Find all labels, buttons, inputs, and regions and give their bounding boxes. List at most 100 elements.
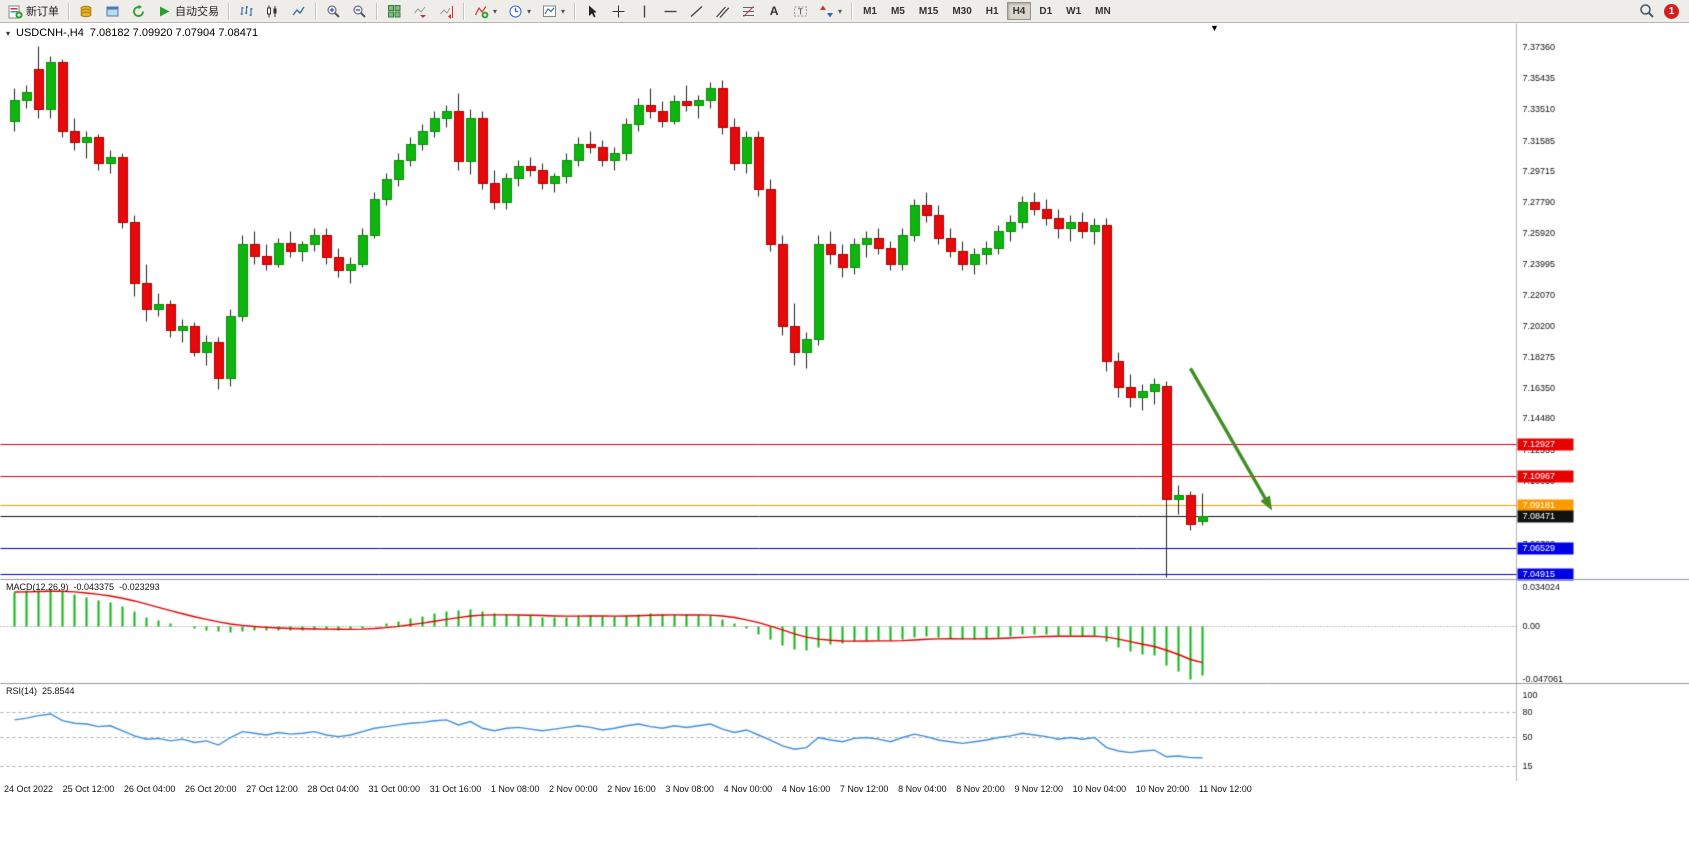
chart-ohlc-quote: 7.08182 7.09920 7.07904 7.08471 <box>89 27 259 39</box>
templates-button[interactable]: ▾ <box>537 1 569 21</box>
market-watch-icon <box>78 3 94 19</box>
line-chart-button[interactable] <box>286 1 310 21</box>
timeframe-button-h1[interactable]: H1 <box>980 2 1005 20</box>
autotrading-button[interactable]: 自动交易 <box>152 1 223 21</box>
timeframe-button-d1[interactable]: D1 <box>1033 2 1058 20</box>
cursor-button[interactable] <box>580 1 604 21</box>
horizontal-line-button[interactable] <box>658 1 682 21</box>
crosshair-button[interactable] <box>606 1 630 21</box>
macd-signal-value: -0.023293 <box>119 582 160 592</box>
bar-chart-button[interactable] <box>234 1 258 21</box>
indicators-icon <box>473 3 489 19</box>
rsi-name: RSI(14) <box>6 686 38 696</box>
tile-windows-button[interactable] <box>382 1 406 21</box>
macd-name: MACD(12,26,9) <box>6 582 69 592</box>
vertical-line-icon <box>636 3 652 19</box>
search-button[interactable] <box>1635 1 1659 21</box>
toolbar-divider <box>376 2 377 20</box>
tile-windows-icon <box>386 3 402 19</box>
timeframe-button-w1[interactable]: W1 <box>1060 2 1087 20</box>
time-axis-label: 2 Nov 00:00 <box>549 784 598 794</box>
zoom-in-icon <box>325 3 341 19</box>
templates-icon <box>541 3 557 19</box>
rsi-panel-label: RSI(14) 25.8544 <box>6 686 75 696</box>
chevron-down-icon: ▾ <box>493 6 498 16</box>
main-toolbar: 新订单 自动交易 ▾ ▾ <box>0 0 1689 23</box>
chart-symbol-period: USDCNH-,H4 <box>16 27 84 39</box>
timeframe-button-m1[interactable]: M1 <box>857 2 883 20</box>
market-watch-button[interactable] <box>74 1 98 21</box>
timeframe-button-m30[interactable]: M30 <box>946 2 977 20</box>
periods-button[interactable]: ▾ <box>503 1 535 21</box>
toolbar-divider <box>68 2 69 20</box>
refresh-button[interactable] <box>126 1 150 21</box>
trendline-icon <box>688 3 704 19</box>
vertical-line-button[interactable] <box>632 1 656 21</box>
fibonacci-icon <box>740 3 756 19</box>
time-axis-label: 7 Nov 12:00 <box>839 784 889 794</box>
time-axis-label: 25 Oct 12:00 <box>62 784 115 794</box>
rsi-value: 25.8544 <box>42 686 75 696</box>
timeframe-button-h4[interactable]: H4 <box>1006 2 1032 20</box>
text-label-button[interactable]: T <box>788 1 812 21</box>
time-axis-label: 2 Nov 16:00 <box>607 784 656 794</box>
autotrading-label: 自动交易 <box>175 6 219 18</box>
candlestick-chart-icon <box>264 3 280 19</box>
toolbar-divider <box>228 2 229 20</box>
toolbar-divider <box>574 2 576 20</box>
cursor-icon <box>584 3 600 19</box>
chart-window: ▾ USDCNH-,H4 7.08182 7.09920 7.07904 7.0… <box>0 23 1689 864</box>
trendline-button[interactable] <box>684 1 708 21</box>
horizontal-line-icon <box>662 3 678 19</box>
auto-scroll-button[interactable] <box>408 1 432 21</box>
navigator-icon <box>104 3 120 19</box>
time-axis-label: 26 Oct 20:00 <box>185 784 237 794</box>
bar-chart-icon <box>238 3 254 19</box>
time-axis-label: 3 Nov 08:00 <box>665 784 714 794</box>
chart-shift-icon <box>438 3 454 19</box>
notification-badge[interactable]: 1 <box>1664 3 1679 19</box>
chart-shift-button[interactable] <box>434 1 458 21</box>
autotrading-play-icon <box>156 3 172 19</box>
toolbar-divider <box>851 2 853 20</box>
time-axis-label: 28 Oct 04:00 <box>307 784 359 794</box>
macd-panel-label: MACD(12,26,9) -0.043375 -0.023293 <box>6 582 160 592</box>
new-order-icon <box>7 3 23 19</box>
time-axis-label: 10 Nov 04:00 <box>1072 784 1127 794</box>
timeframe-button-mn[interactable]: MN <box>1089 2 1117 20</box>
time-axis[interactable]: 24 Oct 2022 25 Oct 12:00 26 Oct 04:00 26… <box>4 784 1252 794</box>
chart-canvas[interactable] <box>0 23 1689 781</box>
time-axis-label: 4 Nov 16:00 <box>781 784 831 794</box>
time-axis-label: 1 Nov 08:00 <box>490 784 540 794</box>
zoom-out-icon <box>351 3 367 19</box>
channel-icon <box>714 3 730 19</box>
time-axis-label: 8 Nov 04:00 <box>898 784 947 794</box>
fibonacci-button[interactable] <box>736 1 760 21</box>
time-axis-label: 31 Oct 00:00 <box>368 784 421 794</box>
chevron-down-icon: ▾ <box>838 6 843 16</box>
arrows-shapes-icon <box>818 3 834 19</box>
indicators-button[interactable]: ▾ <box>469 1 501 21</box>
time-axis-label: 31 Oct 16:00 <box>429 784 482 794</box>
new-order-button[interactable]: 新订单 <box>3 1 63 21</box>
candlestick-chart-button[interactable] <box>260 1 284 21</box>
scroll-end-marker: ▼ <box>1210 23 1219 33</box>
auto-scroll-icon <box>412 3 428 19</box>
macd-main-value: -0.043375 <box>73 582 115 592</box>
search-icon <box>1639 3 1655 19</box>
text-label-icon: T <box>792 3 808 19</box>
timeframe-button-m5[interactable]: M5 <box>885 2 911 20</box>
timeframe-button-m15[interactable]: M15 <box>913 2 944 20</box>
crosshair-icon <box>610 3 626 19</box>
line-chart-icon <box>290 3 306 19</box>
zoom-out-button[interactable] <box>347 1 371 21</box>
arrows-button[interactable]: ▾ <box>814 1 846 21</box>
clock-icon <box>507 3 523 19</box>
text-button[interactable]: A <box>762 1 786 21</box>
time-axis-label: 26 Oct 04:00 <box>123 784 176 794</box>
zoom-in-button[interactable] <box>321 1 345 21</box>
navigator-button[interactable] <box>100 1 124 21</box>
channel-button[interactable] <box>710 1 734 21</box>
chevron-down-icon: ▾ <box>527 6 532 16</box>
time-axis-label: 11 Nov 12:00 <box>1198 784 1252 794</box>
